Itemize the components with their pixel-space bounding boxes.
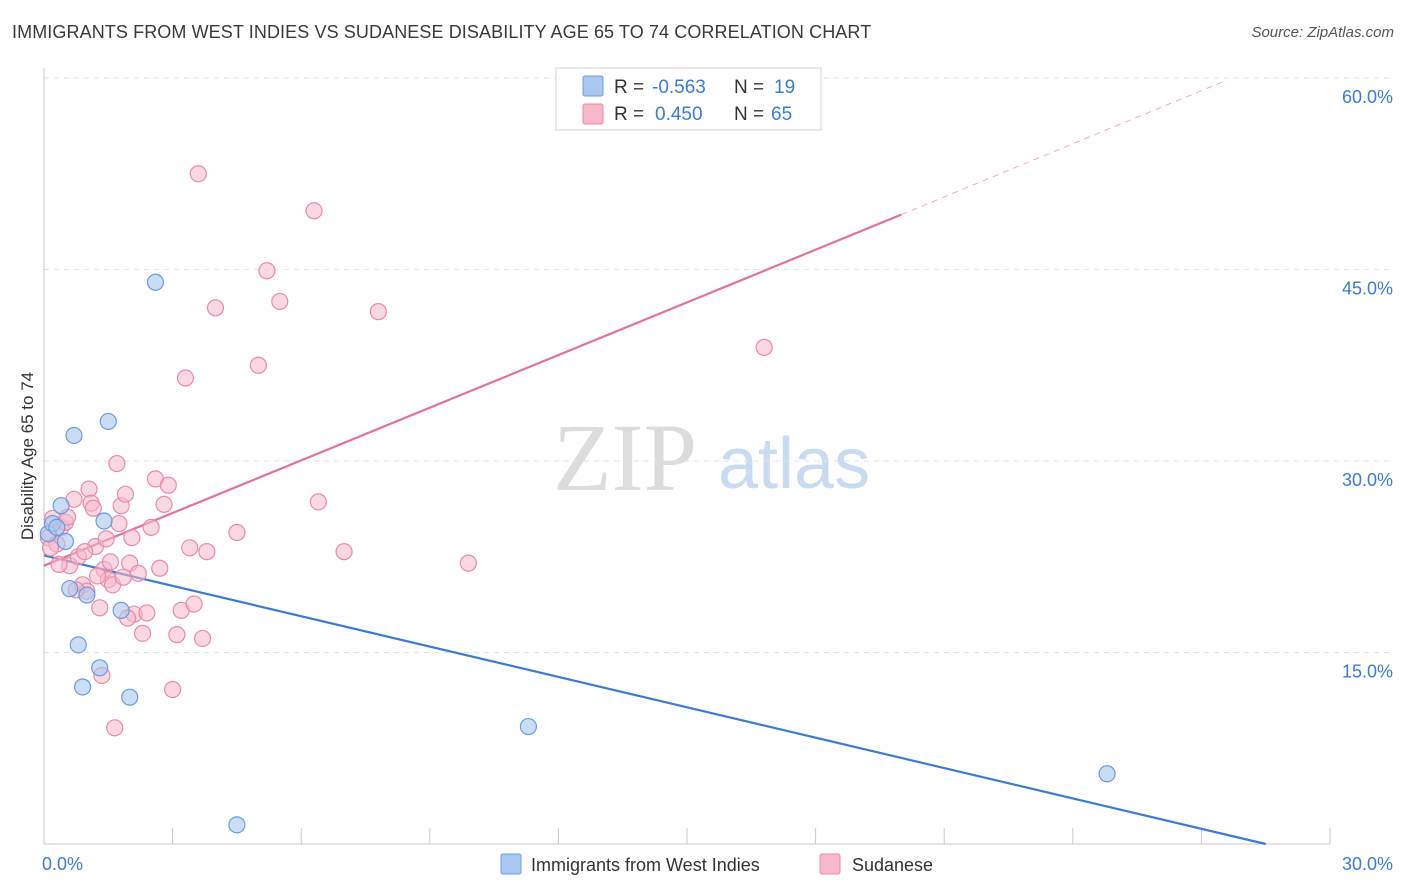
sudanese-point bbox=[155, 495, 173, 514]
legend-n-value-sudanese: 65 bbox=[771, 104, 792, 125]
sudanese-point bbox=[249, 356, 267, 374]
sudanese-point bbox=[309, 493, 327, 511]
series-legend-label-sudanese: Sudanese bbox=[852, 855, 933, 875]
series-legend-swatch-sudanese bbox=[819, 853, 841, 875]
legend-swatch-west-indies bbox=[582, 75, 604, 97]
sudanese-trend-line bbox=[43, 213, 902, 567]
correlation-legend: R = -0.563 N = 19 R = 0.450 N = 65 bbox=[555, 67, 822, 131]
sudanese-point bbox=[106, 719, 124, 737]
sudanese-point bbox=[129, 564, 147, 582]
sudanese-point bbox=[198, 543, 216, 561]
west-indies-point bbox=[99, 412, 117, 431]
sudanese-point bbox=[755, 338, 773, 356]
sudanese-point bbox=[258, 262, 276, 280]
legend-r-value-west-indies: -0.563 bbox=[652, 77, 706, 98]
watermark-atlas: atlas bbox=[718, 424, 870, 504]
sudanese-point bbox=[194, 629, 212, 648]
chart-title: IMMIGRANTS FROM WEST INDIES VS SUDANESE … bbox=[12, 22, 872, 42]
sudanese-point bbox=[88, 567, 107, 585]
sudanese-point bbox=[271, 292, 289, 311]
sudanese-point bbox=[159, 476, 177, 494]
sudanese-point bbox=[114, 568, 132, 586]
sudanese-point bbox=[181, 539, 199, 557]
sudanese-point bbox=[110, 514, 128, 533]
sudanese-point bbox=[108, 454, 126, 473]
sudanese-point bbox=[84, 499, 102, 517]
chart-source: Source: ZipAtlas.com bbox=[1251, 24, 1394, 41]
west-indies-trend-line bbox=[43, 554, 1266, 846]
west-indies-points bbox=[39, 273, 1116, 834]
sudanese-point bbox=[335, 543, 353, 561]
sudanese-point bbox=[91, 599, 109, 617]
sudanese-point bbox=[369, 303, 387, 321]
legend-n-label-1: N = bbox=[734, 77, 764, 98]
sudanese-point bbox=[168, 626, 186, 644]
west-indies-point bbox=[61, 580, 79, 598]
west-indies-point bbox=[73, 678, 92, 696]
legend-r-label-2: R = bbox=[614, 104, 644, 125]
y-tick-label: 30.0% bbox=[1342, 470, 1393, 490]
y-axis-title: Disability Age 65 to 74 bbox=[18, 372, 37, 540]
west-indies-point bbox=[91, 659, 109, 677]
x-tick-label-min: 0.0% bbox=[42, 854, 83, 874]
sudanese-point bbox=[101, 553, 120, 571]
series-legend-swatch-west-indies bbox=[500, 853, 522, 875]
sudanese-point bbox=[142, 518, 160, 536]
sudanese-point bbox=[305, 202, 323, 220]
legend-r-label-1: R = bbox=[614, 77, 644, 98]
sudanese-point bbox=[133, 624, 152, 642]
west-indies-point bbox=[69, 636, 87, 654]
west-indies-point bbox=[48, 518, 66, 536]
sudanese-point bbox=[41, 539, 60, 557]
series-legend-label-west-indies: Immigrants from West Indies bbox=[531, 855, 760, 875]
y-tick-labels: 15.0% 30.0% 45.0% 60.0% bbox=[1342, 87, 1393, 682]
sudanese-point bbox=[97, 530, 115, 548]
west-indies-point bbox=[519, 717, 537, 736]
west-indies-point bbox=[121, 688, 139, 706]
west-indies-point bbox=[228, 816, 246, 834]
legend-n-label-2: N = bbox=[734, 104, 764, 125]
sudanese-point bbox=[138, 604, 156, 622]
sudanese-point bbox=[189, 165, 207, 183]
sudanese-points bbox=[39, 165, 773, 737]
trend-lines bbox=[43, 81, 1266, 846]
sudanese-point bbox=[185, 595, 203, 613]
gridlines bbox=[44, 77, 1392, 653]
sudanese-point bbox=[116, 485, 135, 503]
west-indies-point bbox=[1098, 765, 1116, 783]
west-indies-point bbox=[95, 512, 113, 530]
x-tick-label-max: 30.0% bbox=[1342, 854, 1393, 874]
west-indies-point bbox=[52, 497, 70, 515]
sudanese-point bbox=[206, 299, 225, 317]
west-indies-point bbox=[65, 426, 83, 445]
west-indies-point bbox=[78, 586, 96, 604]
sudanese-point bbox=[176, 369, 195, 387]
west-indies-point bbox=[112, 601, 130, 619]
sudanese-point bbox=[76, 543, 94, 561]
legend-n-value-west-indies: 19 bbox=[774, 77, 795, 98]
x-axis-ticks bbox=[43, 828, 1331, 844]
sudanese-point bbox=[123, 528, 141, 547]
watermark-zip: ZIP bbox=[553, 404, 697, 511]
sudanese-point bbox=[164, 680, 182, 699]
sudanese-point bbox=[228, 523, 246, 542]
west-indies-point bbox=[146, 273, 165, 291]
west-indies-point bbox=[56, 532, 75, 551]
y-tick-label: 60.0% bbox=[1342, 87, 1393, 107]
sudanese-point bbox=[151, 559, 169, 577]
sudanese-point bbox=[459, 554, 477, 572]
y-tick-label: 45.0% bbox=[1342, 279, 1393, 299]
series-legend: Immigrants from West Indies Sudanese bbox=[500, 853, 933, 875]
sudanese-trend-line-extension bbox=[901, 81, 1224, 216]
sudanese-point bbox=[80, 480, 98, 498]
legend-r-value-sudanese: 0.450 bbox=[655, 104, 703, 125]
legend-swatch-sudanese bbox=[582, 103, 604, 125]
sudanese-point bbox=[50, 555, 68, 574]
y-tick-label: 15.0% bbox=[1342, 662, 1393, 682]
